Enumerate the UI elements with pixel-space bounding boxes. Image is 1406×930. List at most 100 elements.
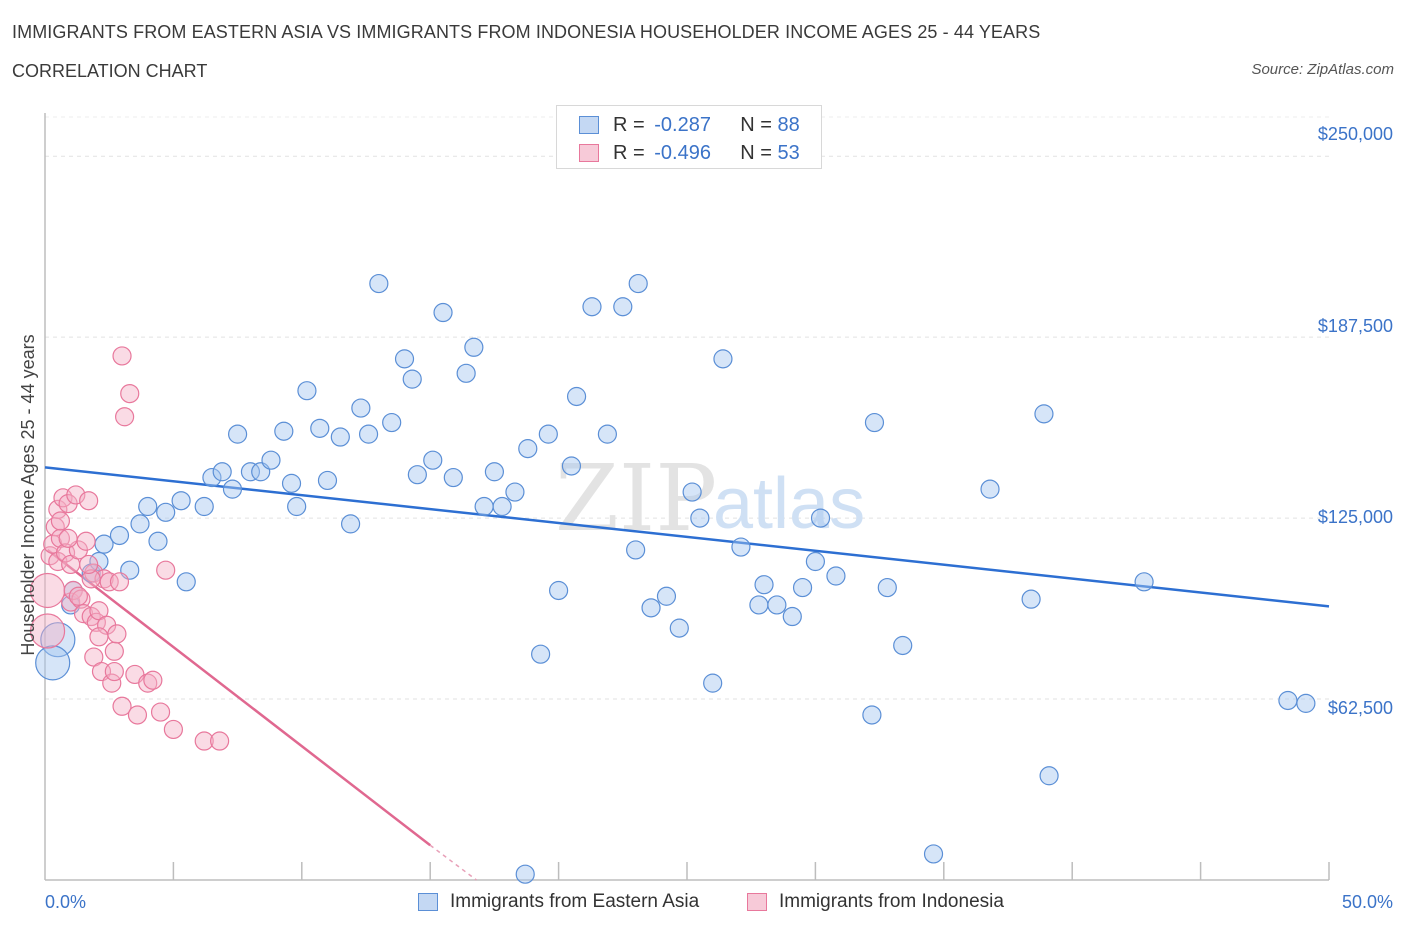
point-eastern-asia xyxy=(274,421,294,441)
watermark: ZIP atlas xyxy=(555,445,865,552)
point-eastern-asia xyxy=(864,412,885,433)
point-indonesia xyxy=(104,641,124,661)
point-eastern-asia xyxy=(382,412,402,433)
point-eastern-asia xyxy=(194,496,214,517)
point-eastern-asia xyxy=(754,575,774,595)
point-eastern-asia xyxy=(423,450,443,470)
point-indonesia xyxy=(194,731,214,751)
point-indonesia xyxy=(29,613,66,649)
series-label-eastern-asia: Immigrants from Eastern Asia xyxy=(450,891,700,912)
chart-title: IMMIGRANTS FROM EASTERN ASIA VS IMMIGRAN… xyxy=(12,22,1041,42)
point-eastern-asia xyxy=(862,705,882,725)
grid-lines xyxy=(45,116,1329,700)
point-eastern-asia xyxy=(35,645,71,681)
point-indonesia xyxy=(127,705,148,725)
point-indonesia xyxy=(102,673,122,693)
point-eastern-asia xyxy=(877,577,897,598)
point-indonesia xyxy=(48,499,68,520)
point-eastern-asia xyxy=(358,424,379,444)
point-eastern-asia xyxy=(515,864,535,884)
point-eastern-asia xyxy=(351,398,371,418)
legend-n-label: N = xyxy=(740,113,778,136)
point-eastern-asia xyxy=(138,496,158,517)
point-eastern-asia xyxy=(130,514,150,534)
point-indonesia xyxy=(50,528,71,548)
point-eastern-asia xyxy=(1296,693,1316,713)
x-tick-label-min: 0.0% xyxy=(45,892,86,912)
point-eastern-asia xyxy=(749,595,769,615)
point-indonesia xyxy=(107,624,127,644)
legend-r-label: R = xyxy=(613,113,651,136)
legend-r-value: -0.287 xyxy=(654,113,711,136)
watermark-atlas: atlas xyxy=(713,464,865,544)
trend-lines xyxy=(44,466,1330,881)
point-indonesia xyxy=(71,589,91,609)
point-indonesia xyxy=(81,606,101,627)
point-indonesia xyxy=(115,407,135,427)
point-indonesia xyxy=(112,696,132,716)
series-legend-eastern-asia: Immigrants from Eastern Asia xyxy=(418,889,699,915)
point-eastern-asia xyxy=(222,479,243,499)
point-eastern-asia xyxy=(826,566,846,586)
axes xyxy=(44,113,1330,881)
y-tick-label-187500: $187,500 xyxy=(1318,316,1393,336)
point-eastern-asia xyxy=(893,635,913,656)
point-indonesia xyxy=(79,554,99,575)
point-eastern-asia xyxy=(492,496,512,517)
x-tick-label-max: 50.0% xyxy=(1342,892,1393,912)
point-eastern-asia xyxy=(1134,572,1154,592)
legend-r-value: -0.496 xyxy=(654,141,711,164)
point-eastern-asia xyxy=(703,673,723,693)
point-indonesia xyxy=(58,528,78,548)
point-eastern-asia xyxy=(443,467,463,488)
legend-n-value: 88 xyxy=(777,113,800,136)
point-eastern-asia xyxy=(228,424,248,444)
point-eastern-asia xyxy=(212,462,232,482)
point-indonesia xyxy=(120,384,140,404)
trend-line-indonesia xyxy=(46,548,431,847)
legend-row-indonesia: R = -0.496 N = 53 xyxy=(579,141,800,165)
point-eastern-asia xyxy=(923,844,944,864)
point-indonesia xyxy=(89,627,109,647)
point-eastern-asia xyxy=(713,349,733,369)
point-eastern-asia xyxy=(561,456,582,476)
point-eastern-asia xyxy=(767,595,787,615)
point-eastern-asia xyxy=(109,525,130,546)
point-eastern-asia xyxy=(456,363,476,383)
y-axis-label: Householder Income Ages 25 - 44 years xyxy=(18,334,38,655)
point-eastern-asia xyxy=(1278,690,1298,711)
point-eastern-asia xyxy=(626,540,646,560)
point-eastern-asia xyxy=(369,273,389,294)
point-eastern-asia xyxy=(641,598,661,618)
point-eastern-asia xyxy=(1021,589,1041,609)
point-eastern-asia xyxy=(394,349,415,369)
point-eastern-asia xyxy=(505,482,525,502)
series-swatch-pink xyxy=(747,893,767,911)
point-eastern-asia xyxy=(669,618,689,638)
point-indonesia xyxy=(81,569,101,589)
point-indonesia xyxy=(50,511,71,531)
point-eastern-asia xyxy=(566,386,587,407)
point-eastern-asia xyxy=(731,537,751,557)
point-eastern-asia xyxy=(287,496,307,517)
point-eastern-asia xyxy=(310,418,330,438)
point-eastern-asia xyxy=(538,424,558,444)
point-eastern-asia xyxy=(1039,766,1059,786)
point-eastern-asia xyxy=(1034,404,1054,424)
stats-legend: R = -0.287 N = 88 R = -0.496 N = 53 xyxy=(556,105,822,169)
point-eastern-asia xyxy=(148,531,168,551)
point-eastern-asia xyxy=(656,586,677,606)
legend-n-value: 53 xyxy=(777,141,800,164)
point-eastern-asia xyxy=(810,508,831,528)
point-eastern-asia xyxy=(613,297,633,317)
point-eastern-asia xyxy=(474,496,494,517)
point-eastern-asia xyxy=(402,369,422,389)
point-indonesia xyxy=(150,702,171,722)
legend-swatch-pink xyxy=(579,144,599,162)
point-eastern-asia xyxy=(297,381,317,401)
series-label-indonesia: Immigrants from Indonesia xyxy=(779,891,1004,912)
y-tick-label-250000: $250,000 xyxy=(1318,124,1393,144)
point-eastern-asia xyxy=(240,462,261,482)
point-indonesia xyxy=(68,586,88,606)
point-indonesia xyxy=(163,719,183,740)
